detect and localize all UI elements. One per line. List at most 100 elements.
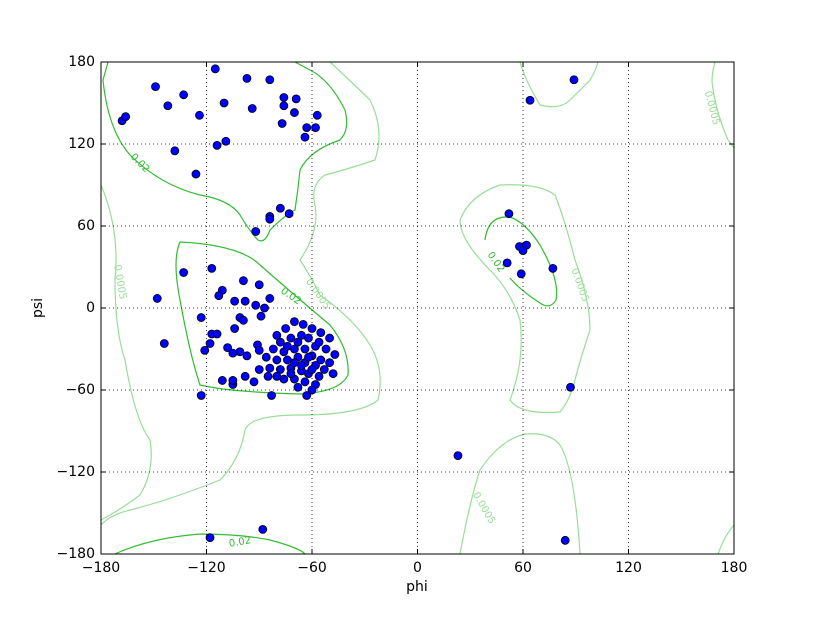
- point: [298, 319, 308, 329]
- point: [261, 352, 271, 362]
- x-tick-label: 0: [413, 560, 422, 576]
- point: [286, 369, 296, 379]
- point: [291, 94, 301, 104]
- point: [196, 391, 206, 400]
- point: [240, 371, 250, 381]
- y-tick-label: −120: [57, 464, 95, 480]
- contour-line: [175, 241, 349, 395]
- point: [152, 294, 162, 303]
- point: [325, 358, 334, 368]
- point: [205, 533, 215, 542]
- point: [300, 344, 310, 354]
- contour-label: 0.02: [228, 535, 252, 550]
- point: [569, 75, 579, 85]
- y-tick-label: 60: [77, 218, 95, 234]
- point: [282, 341, 292, 351]
- point: [272, 330, 282, 340]
- contour-line: [519, 61, 599, 108]
- point: [272, 355, 282, 365]
- point: [210, 64, 220, 74]
- contour-line: [100, 184, 152, 521]
- point: [179, 90, 189, 100]
- contour-line: [459, 433, 581, 555]
- point: [205, 339, 215, 348]
- point: [240, 296, 250, 306]
- point: [256, 311, 266, 321]
- point: [254, 365, 264, 374]
- point: [265, 75, 275, 85]
- point: [251, 227, 261, 236]
- point: [265, 294, 275, 303]
- point: [504, 209, 514, 219]
- x-tick-label: −120: [187, 560, 225, 576]
- point: [200, 345, 210, 355]
- point: [230, 324, 240, 333]
- point: [275, 203, 285, 213]
- plot-frame: [100, 61, 735, 555]
- point: [242, 351, 252, 361]
- point: [196, 313, 206, 322]
- point: [221, 136, 231, 146]
- point: [560, 535, 570, 545]
- point: [275, 337, 285, 347]
- point: [212, 140, 222, 150]
- point: [286, 333, 296, 343]
- point: [284, 209, 294, 219]
- point: [249, 377, 259, 387]
- point: [195, 110, 204, 120]
- point: [325, 333, 334, 343]
- point: [302, 391, 312, 400]
- y-tick-label: 180: [68, 54, 95, 70]
- contour-label: 0.0005: [702, 90, 722, 127]
- point: [518, 246, 528, 256]
- point: [297, 330, 306, 340]
- point: [268, 344, 278, 354]
- point: [179, 268, 189, 277]
- point: [312, 110, 322, 120]
- point: [516, 269, 526, 279]
- point: [307, 365, 317, 374]
- point: [219, 98, 229, 108]
- point: [263, 371, 273, 381]
- contour-label: 0.02: [278, 286, 303, 308]
- contour-label: 0.0005: [470, 490, 497, 526]
- x-tick-label: −180: [82, 560, 120, 576]
- point: [170, 146, 180, 156]
- point: [453, 451, 463, 461]
- point: [290, 358, 299, 368]
- y-tick-label: 120: [68, 136, 95, 152]
- point: [300, 377, 310, 387]
- contour-label: 0.0005: [111, 264, 128, 300]
- point: [254, 280, 264, 290]
- point: [279, 101, 289, 111]
- point: [314, 337, 324, 347]
- contour-line: [100, 61, 381, 526]
- point: [321, 344, 331, 354]
- point: [247, 104, 257, 113]
- point: [265, 214, 275, 224]
- point: [151, 82, 160, 91]
- point: [566, 382, 575, 392]
- contour-label: 0.0005: [568, 267, 590, 304]
- point: [328, 369, 338, 379]
- point: [290, 108, 299, 117]
- point: [311, 123, 320, 132]
- y-tick-label: −60: [65, 382, 95, 398]
- point: [300, 132, 310, 142]
- point: [228, 376, 238, 385]
- point: [290, 317, 299, 327]
- point: [302, 123, 312, 132]
- point: [316, 328, 326, 338]
- point: [307, 385, 317, 395]
- y-tick-label: 0: [86, 300, 95, 316]
- point: [121, 112, 131, 122]
- y-axis-label: psi: [30, 298, 46, 318]
- point: [279, 93, 289, 102]
- point: [265, 363, 275, 373]
- point: [228, 348, 238, 358]
- point: [235, 347, 245, 357]
- contour-line: [102, 61, 348, 242]
- point: [223, 343, 233, 353]
